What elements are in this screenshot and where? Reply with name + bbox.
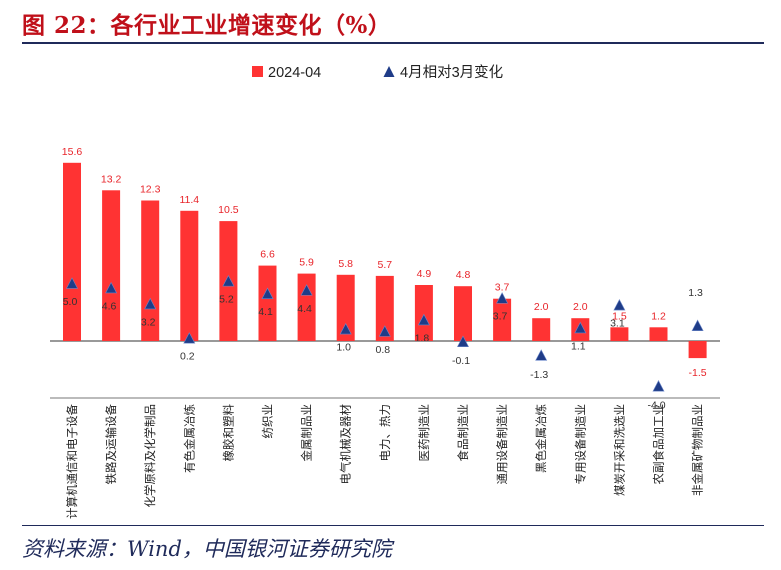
category-label: 纺织业 [261,404,275,439]
bar [688,341,707,359]
category-label: 专用设备制造业 [573,404,587,485]
bar-value-label: 1.2 [651,310,666,322]
marker-value-label: 0.8 [375,344,390,356]
category-label: 有色金属冶炼 [182,404,196,473]
marker-triangle-icon [613,298,626,311]
bar [375,275,394,341]
marker-value-label: 3.2 [141,317,156,329]
chart-title: 图 22：各行业工业增速变化（%） [22,12,392,39]
bar-series [63,162,707,359]
marker-triangle-icon [105,281,118,294]
bar-value-label: 3.7 [495,282,510,294]
marker-triangle-icon [496,292,509,304]
category-label: 铁路及运输设备 [104,404,118,485]
bar-value-label: 4.9 [417,268,432,280]
bar [102,190,121,341]
bar-value-label: 1.5 [612,310,627,322]
bar [493,298,512,341]
bar-value-labels: 15.6 13.2 12.3 11.4 10.5 6.6 5.9 5.8 5.7 4.9 4.8 3.… [62,146,707,379]
category-label: 化学原料及化学制品 [143,404,157,508]
marker-value-label: 0.2 [180,351,195,363]
marker-triangle-icon [144,297,157,310]
bar [297,273,316,341]
plot-area: 15.6 13.2 12.3 11.4 10.5 6.6 5.9 5.8 5.7 4.9 4.8 3.… [50,146,720,519]
category-label: 电气机械及器材 [339,404,353,485]
category-label: 黑色金属冶炼 [534,404,548,473]
bar [141,200,160,341]
marker-triangle-icon [378,325,391,337]
category-label: 医药制造业 [417,404,431,462]
bar-value-label: 11.4 [179,194,199,206]
marker-triangle-icon [339,322,352,335]
bar [258,265,277,341]
marker-triangle-icon [535,349,548,361]
bar-value-label: 2.0 [534,301,549,313]
legend-label-marker: 4月相对3月变化 [400,64,503,81]
bar-value-label: 4.8 [456,269,471,281]
bar [610,327,629,341]
marker-value-label: 1.0 [336,342,351,354]
marker-triangle-icon [457,335,469,347]
marker-value-label: 1.3 [688,287,703,299]
marker-triangle-icon [222,274,235,287]
chart-legend: 2024-04 4月相对3月变化 [252,64,503,81]
marker-value-label: -4.0 [647,400,665,412]
marker-triangle-icon [183,332,196,344]
bar-value-label: 13.2 [101,173,122,185]
marker-triangle-icon [261,287,274,299]
legend-triangle-icon [383,66,395,77]
marker-value-label: 1.1 [571,340,586,352]
bar [532,318,551,341]
bar-value-label: -1.5 [689,367,707,379]
marker-value-label: -1.3 [530,369,548,381]
category-label: 金属制品业 [300,404,314,462]
bar [336,274,355,341]
marker-value-label: 5.2 [219,294,234,306]
marker-value-labels: 5.0 4.6 3.2 0.2 5.2 4.1 4.4 1.0 0.8 1.8 -0.1 3.7 -1.… [63,287,703,412]
bar-value-label: 5.9 [299,257,314,269]
category-label: 非金属矿物制品业 [691,404,705,496]
bar [180,210,199,341]
bar [63,162,81,341]
bar-value-label: 5.7 [377,259,392,271]
bar-value-label: 5.8 [338,258,353,270]
bar-value-label: 6.6 [260,249,275,261]
source-note: 资料来源：Wind，中国银河证券研究院 [22,537,392,561]
marker-triangle-icon [300,284,313,296]
bar-value-label: 12.3 [140,184,161,196]
category-label: 通用设备制造业 [495,404,509,485]
marker-value-label: 4.4 [297,303,312,315]
category-label: 电力、热力 [378,404,392,462]
marker-value-label: 4.1 [258,306,273,318]
category-label: 计算机通信和电子设备 [65,404,79,519]
marker-triangle-icon [66,277,78,289]
category-label: 食品制造业 [456,404,470,462]
marker-triangle-icon [652,380,665,392]
bar [454,286,472,341]
category-label: 煤炭开采和洗选业 [612,404,626,496]
marker-value-label: 4.6 [102,301,117,313]
marker-value-label: 3.7 [493,311,508,323]
marker-series [66,274,704,392]
bar-value-label: 15.6 [62,146,83,158]
bar-value-label: 2.0 [573,301,588,313]
marker-value-label: 3.1 [610,318,625,330]
bar-value-label: 10.5 [218,204,239,216]
marker-value-label: -0.1 [452,355,470,367]
legend-swatch-bar [252,66,263,77]
title-divider [22,42,764,44]
marker-value-label: 1.8 [415,332,430,344]
bar [649,327,668,341]
category-label: 橡胶和塑料 [221,404,235,462]
legend-label-bar: 2024-04 [268,65,321,81]
source-divider [22,525,764,526]
category-label: 农副食品加工业 [652,404,666,485]
bar [414,285,433,341]
marker-triangle-icon [691,319,704,331]
category-labels: 计算机通信和电子设备 铁路及运输设备 化学原料及化学制品 有色金属冶炼 橡胶和塑料 纺织业… [65,404,705,519]
industry-growth-chart: 2024-04 4月相对3月变化 15.6 13.2 12.3 11.4 10.5 6.6… [50,64,720,519]
marker-value-label: 5.0 [63,296,78,308]
marker-triangle-icon [574,321,587,334]
marker-triangle-icon [417,313,430,326]
